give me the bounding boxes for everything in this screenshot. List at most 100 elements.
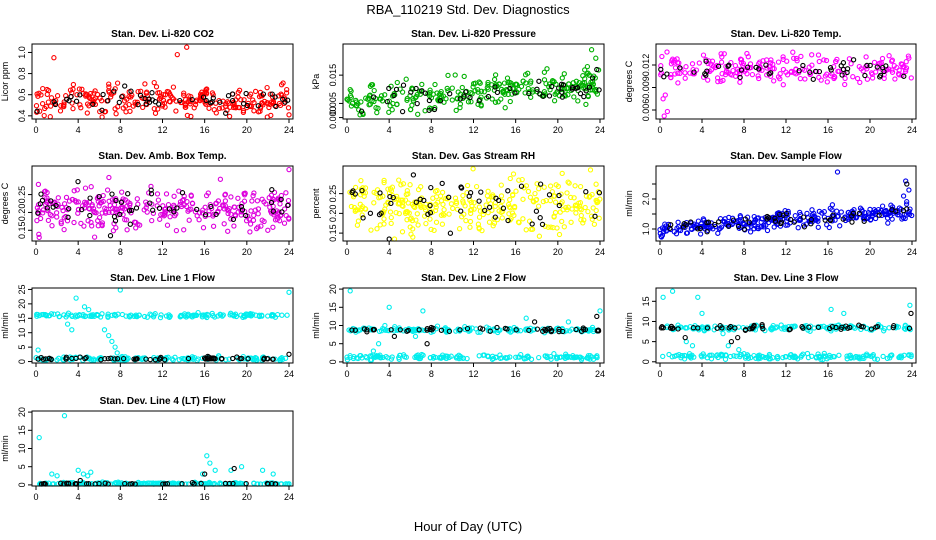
data-point (82, 313, 88, 320)
data-point (476, 214, 483, 220)
data-point (573, 210, 579, 216)
data-point (535, 203, 542, 209)
data-point (586, 194, 592, 200)
data-point (552, 209, 559, 216)
data-point (222, 198, 229, 204)
data-point (73, 98, 80, 104)
data-point (64, 96, 70, 102)
data-point (348, 103, 355, 109)
data-point (677, 227, 684, 234)
data-point (842, 81, 848, 88)
data-point (831, 64, 837, 70)
data-point (54, 357, 60, 363)
data-point (423, 220, 429, 227)
data-point (507, 85, 513, 92)
data-point (727, 323, 734, 330)
data-point (571, 195, 577, 201)
data-point (904, 206, 910, 212)
data-point (471, 80, 477, 87)
data-point (771, 78, 777, 84)
data-point (44, 205, 50, 211)
data-point (908, 352, 914, 358)
data-point (759, 323, 765, 329)
data-point (523, 315, 529, 321)
data-point (801, 224, 808, 230)
data-point (35, 207, 42, 214)
data-point (422, 90, 429, 96)
y-tick-label: 0.000 (328, 106, 338, 129)
y-tick-label: 5 (17, 345, 27, 350)
data-point (216, 105, 223, 112)
data-point (435, 98, 442, 104)
data-point (460, 198, 466, 204)
data-point (177, 97, 183, 104)
data-point (754, 225, 761, 231)
data-point (890, 324, 896, 331)
data-point (151, 106, 157, 112)
data-point (683, 64, 689, 70)
data-point (536, 78, 542, 84)
data-point (874, 64, 880, 70)
data-point (106, 81, 112, 87)
data-point (821, 350, 827, 357)
data-point (49, 471, 55, 477)
x-tick-label: 12 (468, 369, 478, 379)
data-point (163, 191, 170, 197)
data-point (505, 217, 511, 224)
data-point (285, 105, 292, 111)
data-point (270, 471, 276, 477)
data-point (491, 220, 498, 226)
data-point (704, 68, 710, 74)
data-point (824, 79, 830, 85)
data-point (115, 104, 121, 110)
data-point (125, 191, 131, 197)
data-point (774, 324, 780, 330)
data-point (492, 214, 498, 220)
y-tick-label: 0.8 (17, 67, 27, 80)
data-point (202, 88, 209, 94)
data-point (543, 197, 549, 204)
data-point (95, 223, 101, 229)
data-point (782, 354, 788, 360)
data-point (61, 413, 68, 419)
data-point (800, 214, 807, 220)
data-point (74, 92, 80, 98)
data-point (434, 323, 441, 329)
series-selected (658, 57, 907, 82)
panel-title: Stan. Dev. Line 3 Flow (734, 273, 839, 284)
data-point (234, 354, 240, 360)
data-point (265, 101, 271, 107)
data-point (876, 212, 882, 218)
data-point (719, 325, 725, 331)
data-point (270, 99, 277, 105)
data-point (54, 93, 61, 99)
data-point (89, 202, 95, 208)
data-point (878, 207, 884, 214)
data-point (40, 356, 47, 362)
data-point (157, 216, 163, 222)
data-point (386, 304, 392, 310)
data-point (487, 328, 493, 334)
data-point (232, 104, 239, 110)
data-point (42, 105, 48, 112)
data-point (860, 353, 866, 359)
data-point (462, 203, 468, 209)
data-point (559, 94, 566, 100)
data-point (358, 177, 364, 184)
data-point (186, 93, 192, 99)
data-point (95, 218, 101, 224)
y-tick-label: 0.015 (328, 64, 338, 87)
data-point (351, 354, 357, 360)
data-point (704, 325, 711, 331)
data-point (751, 219, 757, 225)
data-point (413, 85, 419, 92)
data-point (682, 334, 688, 341)
x-tick-label: 4 (76, 125, 81, 135)
data-point (571, 94, 577, 100)
data-point (809, 207, 815, 213)
data-point (821, 353, 827, 359)
data-point (226, 205, 232, 212)
data-point (34, 108, 40, 114)
data-point (581, 217, 587, 223)
y-tick-label: 10 (17, 443, 27, 453)
